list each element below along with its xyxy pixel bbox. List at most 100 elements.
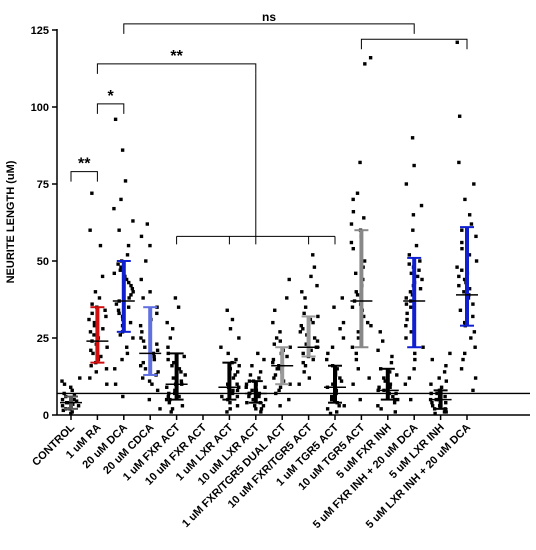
data-point bbox=[165, 320, 169, 325]
data-point bbox=[155, 342, 159, 346]
data-point bbox=[172, 360, 176, 365]
data-point bbox=[171, 376, 176, 380]
data-point bbox=[62, 382, 67, 386]
data-point bbox=[233, 373, 237, 377]
data-point bbox=[155, 348, 160, 353]
data-point bbox=[60, 404, 65, 408]
group-6 bbox=[218, 308, 241, 414]
data-point bbox=[442, 410, 447, 414]
data-point bbox=[179, 370, 183, 374]
data-point bbox=[341, 320, 346, 325]
data-point bbox=[244, 382, 249, 386]
data-point bbox=[173, 296, 178, 300]
data-point bbox=[378, 330, 382, 334]
data-point bbox=[326, 351, 330, 356]
data-point bbox=[226, 351, 230, 356]
data-point bbox=[455, 265, 459, 269]
data-point bbox=[235, 382, 239, 386]
data-point bbox=[315, 339, 320, 343]
data-point bbox=[70, 388, 74, 393]
data-point bbox=[459, 367, 464, 371]
data-point bbox=[93, 290, 98, 294]
data-point bbox=[414, 243, 419, 248]
data-point bbox=[250, 364, 254, 368]
data-point bbox=[170, 327, 175, 331]
data-point bbox=[409, 330, 413, 334]
data-point bbox=[76, 404, 81, 408]
data-point bbox=[258, 370, 263, 374]
data-point bbox=[471, 302, 475, 306]
data-point bbox=[123, 179, 128, 183]
data-point bbox=[444, 410, 448, 414]
data-point bbox=[350, 345, 355, 349]
data-point bbox=[257, 376, 261, 380]
data-point bbox=[351, 246, 355, 251]
data-point bbox=[155, 388, 160, 393]
data-point bbox=[263, 397, 268, 402]
data-point bbox=[395, 373, 399, 377]
data-point bbox=[88, 228, 92, 232]
data-point bbox=[471, 314, 475, 319]
data-point bbox=[338, 376, 342, 380]
data-point bbox=[69, 385, 73, 389]
data-point bbox=[112, 206, 116, 211]
data-point bbox=[460, 268, 464, 272]
data-point bbox=[368, 56, 373, 60]
data-point bbox=[100, 274, 105, 279]
data-point bbox=[411, 228, 415, 232]
data-point bbox=[60, 397, 65, 402]
data-point bbox=[74, 399, 79, 403]
data-point bbox=[356, 330, 361, 334]
data-point bbox=[278, 330, 282, 334]
data-point bbox=[342, 404, 346, 408]
data-point bbox=[129, 283, 133, 288]
data-point bbox=[430, 400, 434, 405]
data-point bbox=[471, 388, 475, 393]
data-point bbox=[325, 407, 330, 411]
data-point bbox=[271, 360, 275, 365]
x-tick-label: CONTROL bbox=[30, 421, 77, 468]
data-point bbox=[312, 265, 317, 269]
data-point bbox=[140, 330, 144, 334]
data-point bbox=[176, 305, 181, 309]
data-point bbox=[430, 357, 434, 362]
data-point bbox=[393, 410, 397, 414]
data-point bbox=[330, 345, 335, 349]
data-point bbox=[443, 394, 447, 399]
data-point bbox=[469, 336, 473, 340]
data-point bbox=[307, 376, 312, 380]
data-point bbox=[309, 274, 313, 279]
data-point bbox=[220, 394, 224, 399]
data-point bbox=[304, 342, 308, 346]
data-point bbox=[381, 339, 385, 343]
data-point bbox=[325, 357, 329, 362]
data-point bbox=[351, 210, 356, 214]
data-point bbox=[473, 345, 477, 349]
data-point bbox=[463, 197, 467, 202]
data-point bbox=[271, 320, 275, 325]
data-point bbox=[118, 268, 122, 272]
data-point bbox=[89, 348, 93, 353]
data-point bbox=[415, 274, 420, 279]
y-tick-label: 50 bbox=[37, 256, 49, 268]
data-point bbox=[362, 216, 366, 220]
data-point bbox=[179, 379, 184, 383]
data-point bbox=[273, 373, 278, 377]
data-point bbox=[444, 400, 448, 405]
data-point bbox=[301, 327, 305, 331]
data-point bbox=[388, 382, 393, 386]
data-point bbox=[225, 308, 229, 312]
data-point bbox=[141, 339, 146, 343]
data-point bbox=[278, 404, 282, 408]
data-point bbox=[379, 407, 383, 411]
data-point bbox=[288, 382, 292, 386]
data-point bbox=[248, 373, 253, 377]
data-point bbox=[105, 345, 109, 349]
data-point bbox=[177, 394, 181, 399]
data-point bbox=[138, 323, 143, 328]
data-point bbox=[119, 197, 123, 202]
data-point bbox=[278, 339, 282, 343]
significance-label: ** bbox=[78, 156, 91, 173]
data-point bbox=[152, 357, 157, 362]
significance-brackets: *****ns bbox=[70, 10, 468, 245]
